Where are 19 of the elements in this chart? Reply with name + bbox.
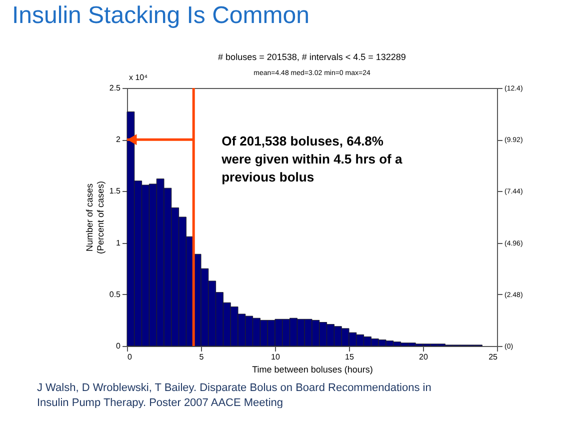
x-tick-label: 10 [271,352,280,362]
y-tick-label: 1 [116,238,122,248]
y-axis-title: Number of cases (Percent of cases) [84,180,106,254]
y-tick-label: 2 [116,135,122,144]
text: J Walsh, D Wroblewski, T Bailey. Disparate Bolus on Board Recommendations in Insulin Pump Therapy. Poster 2007 AACE Meeting [37,382,432,409]
y-tick-label: 2.5 [109,84,122,92]
x-tick-label: 15 [345,352,354,362]
y-tick-label: 0.5 [109,290,122,299]
x-axis-title: Time between boluses (hours) [252,364,373,374]
text: x 10⁴ [129,73,148,82]
chart-subtitle: # boluses = 201538, # intervals < 4.5 = 132289 [218,52,406,62]
chart-title: Insulin Stacking Is Common [12,2,310,29]
y-tick-label: 0 [116,342,122,350]
x-tick-label: 20 [419,352,428,362]
y-tick-label: 1.5 [109,186,122,196]
x-tick-label: 25 [488,352,498,362]
x-tick-label: 5 [199,352,204,362]
annotation: Of 201,538 boluses, 64.8% were given within 4.5 hrs of a previous bolus [220,134,403,185]
x-tick-label: 0 [128,352,132,362]
